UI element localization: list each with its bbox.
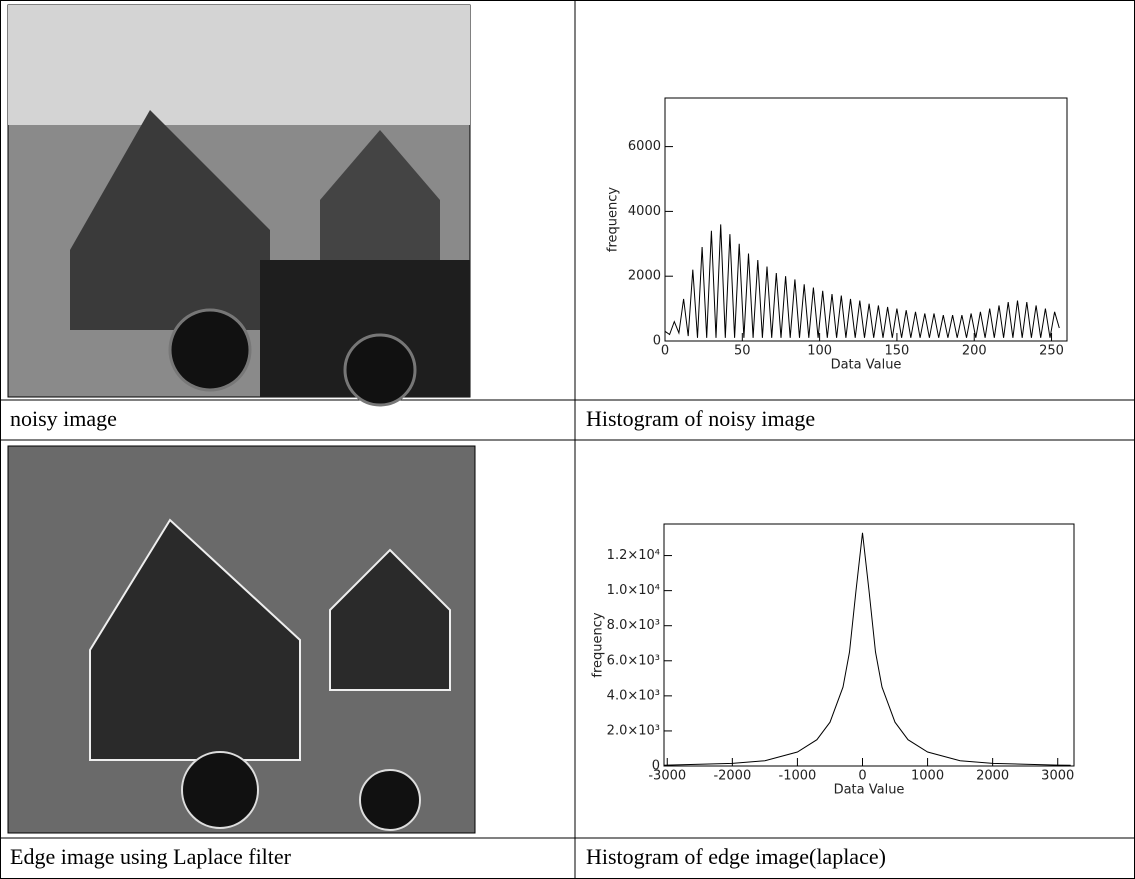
x-tick-label: 3000 bbox=[1041, 769, 1074, 784]
y-tick-label: 8.0×10³ bbox=[607, 618, 660, 633]
y-tick-label: 2.0×10³ bbox=[607, 723, 660, 738]
y-tick-label: 0 bbox=[652, 759, 660, 774]
x-tick-label: 0 bbox=[858, 769, 866, 784]
x-tick-label: 50 bbox=[734, 344, 751, 359]
x-tick-label: 150 bbox=[885, 344, 910, 359]
x-axis-label: Data Value bbox=[834, 783, 905, 798]
histogram-line bbox=[664, 533, 1071, 766]
plot-frame bbox=[664, 524, 1074, 766]
y-tick-label: 2000 bbox=[628, 269, 661, 284]
y-axis-label: frequency bbox=[606, 187, 621, 253]
x-tick-label: 100 bbox=[807, 344, 832, 359]
x-tick-label: 2000 bbox=[976, 769, 1009, 784]
x-tick-label: -1000 bbox=[779, 769, 817, 784]
x-tick-label: 250 bbox=[1039, 344, 1064, 359]
x-tick-label: 1000 bbox=[911, 769, 944, 784]
y-axis-label: frequency bbox=[591, 612, 606, 678]
y-tick-label: 4.0×10³ bbox=[607, 688, 660, 703]
y-tick-label: 6.0×10³ bbox=[607, 653, 660, 668]
caption: Histogram of noisy image bbox=[586, 406, 815, 431]
page: {"table": {"captions": [["noisy image", … bbox=[0, 0, 1135, 879]
caption: noisy image bbox=[10, 406, 117, 431]
x-tick-label: 200 bbox=[962, 344, 987, 359]
histogram-line bbox=[665, 224, 1059, 337]
y-tick-label: 0 bbox=[653, 334, 661, 349]
caption: Edge image using Laplace filter bbox=[10, 844, 292, 869]
x-tick-label: -2000 bbox=[713, 769, 751, 784]
y-tick-label: 1.0×10⁴ bbox=[607, 583, 660, 598]
document-table: noisy image Histogram of noisy image Edg… bbox=[0, 0, 1135, 879]
noisy-photo bbox=[8, 5, 470, 405]
y-tick-label: 1.2×10⁴ bbox=[607, 548, 660, 563]
plot-frame bbox=[665, 98, 1067, 341]
caption: Histogram of edge image(laplace) bbox=[586, 844, 886, 869]
y-tick-label: 6000 bbox=[628, 139, 661, 154]
edge-photo bbox=[8, 446, 475, 833]
x-axis-label: Data Value bbox=[831, 358, 902, 373]
x-tick-label: 0 bbox=[661, 344, 669, 359]
y-tick-label: 4000 bbox=[628, 204, 661, 219]
